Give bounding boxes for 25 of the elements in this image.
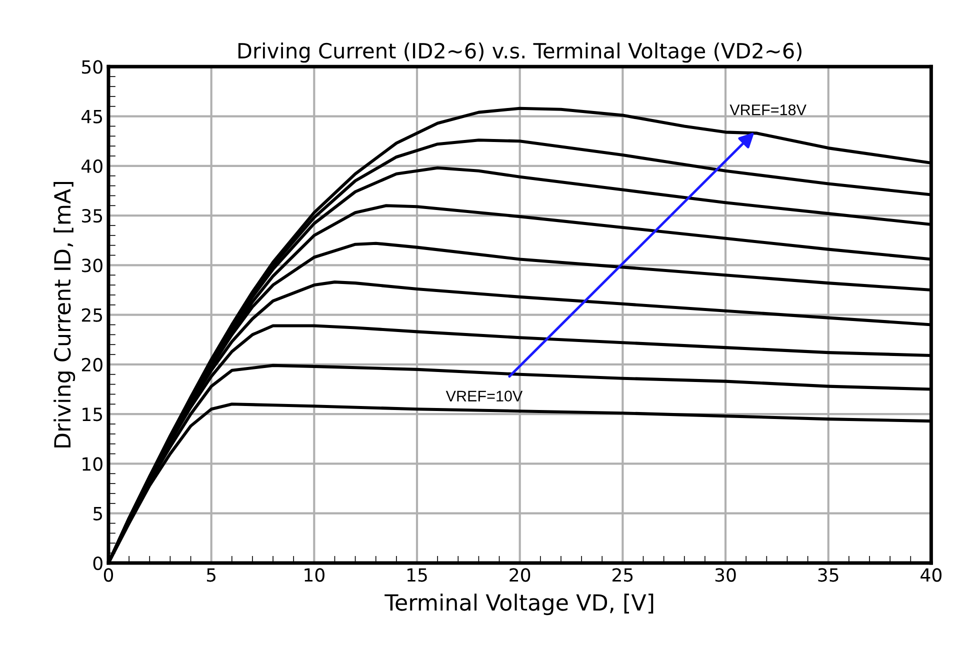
- annotation: VREF=10V: [446, 390, 523, 402]
- y-axis-title: Driving Current ID, [mA]: [54, 182, 76, 448]
- y-tick-label: 10: [82, 457, 102, 471]
- x-tick-label: 20: [510, 568, 530, 582]
- y-tick-label: 45: [82, 110, 102, 124]
- y-tick-label: 35: [82, 209, 102, 223]
- x-tick-label: 0: [104, 568, 114, 582]
- x-tick-label: 40: [920, 568, 942, 582]
- y-tick-label: 0: [93, 556, 102, 570]
- y-tick-label: 30: [82, 258, 102, 272]
- x-tick-label: 30: [715, 568, 736, 582]
- y-tick-label: 50: [82, 60, 102, 74]
- chart-title: Driving Current (ID2~6) v.s. Terminal Voltage (VD2~6): [238, 42, 802, 63]
- x-axis-title: Terminal Voltage VD, [V]: [384, 594, 654, 616]
- y-tick-label: 25: [82, 308, 102, 322]
- y-tick-label: 40: [82, 159, 102, 174]
- x-tick-label: 15: [407, 568, 427, 582]
- y-tick-label: 5: [94, 507, 102, 520]
- x-tick-label: 5: [206, 568, 216, 582]
- annotation: VREF=18V: [730, 104, 806, 116]
- x-tick-label: 35: [818, 568, 838, 582]
- y-tick-label: 20: [82, 358, 102, 372]
- y-tick-label: 15: [82, 408, 102, 422]
- x-tick-label: 10: [304, 568, 324, 582]
- x-tick-label: 25: [612, 568, 633, 582]
